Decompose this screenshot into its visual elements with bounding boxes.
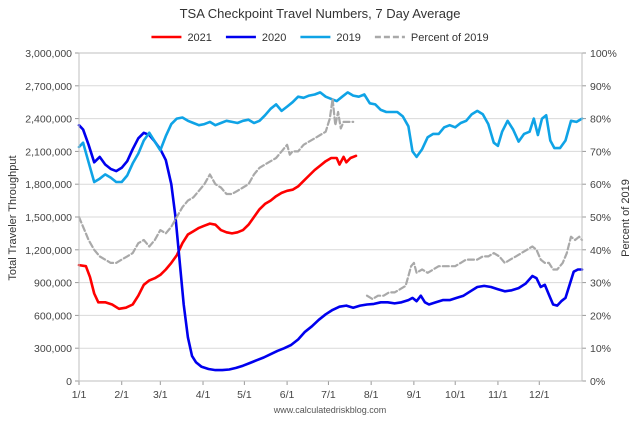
gridlines [79, 52, 582, 382]
chart-title: TSA Checkpoint Travel Numbers, 7 Day Ave… [180, 6, 461, 21]
legend: 2021 2020 2019 Percent of 2019 [151, 32, 489, 44]
y-tick-label: 2,700,000 [25, 81, 72, 93]
y-tick-label: 900,000 [34, 278, 72, 290]
y2-tick-label: 50% [590, 212, 611, 224]
x-axis: 1/1 2/1 3/1 4/1 5/1 6/1 7/1 8/1 9/1 10/1 11/1 12/1 [72, 381, 550, 401]
y-tick-label: 3,000,000 [25, 48, 72, 60]
y2-tick-label: 10% [590, 343, 611, 355]
series-line-percent-of-2019-part-2 [365, 235, 584, 301]
y2-tick-label: 40% [590, 245, 611, 257]
y-tick-label: 0 [66, 376, 72, 388]
y2-tick-label: 60% [590, 179, 611, 191]
x-tick-label: 9/1 [407, 389, 422, 401]
legend-label-2020: 2020 [262, 32, 286, 44]
y-axis-right: 0% 10% 20% 30% 40% 50% 60% 70% 80% 90% 100% [582, 48, 617, 388]
x-tick-label: 6/1 [280, 389, 295, 401]
x-tick-label: 8/1 [364, 389, 379, 401]
plot-frame [78, 52, 583, 382]
series-line-2021 [77, 154, 358, 311]
x-tick-label: 4/1 [196, 389, 211, 401]
y2-tick-label: 30% [590, 278, 611, 290]
y-tick-label: 2,400,000 [25, 114, 72, 126]
series-line-percent-of-2019 [77, 97, 355, 264]
y2-tick-label: 100% [590, 48, 617, 60]
source-note: www.calculatedriskblog.com [273, 405, 387, 415]
x-tick-label: 7/1 [321, 389, 336, 401]
y-tick-label: 1,800,000 [25, 179, 72, 191]
legend-label-2019: 2019 [336, 32, 360, 44]
y2-tick-label: 70% [590, 146, 611, 158]
y-tick-label: 1,500,000 [25, 212, 72, 224]
y2-axis-label: Percent of 2019 [620, 179, 632, 257]
y-axis-left: 0 300,000 600,000 900,000 1,200,000 1,500,000… [25, 48, 79, 388]
y2-tick-label: 80% [590, 114, 611, 126]
series-line-2020 [77, 123, 584, 372]
y2-tick-label: 90% [590, 81, 611, 93]
y2-tick-label: 20% [590, 310, 611, 322]
y-tick-label: 2,100,000 [25, 146, 72, 158]
y-axis-label: Total Traveler Throughput [7, 155, 19, 280]
series-lines [77, 91, 584, 372]
x-tick-label: 11/1 [488, 389, 508, 401]
y-tick-label: 300,000 [34, 343, 72, 355]
x-tick-label: 1/1 [72, 389, 87, 401]
y-tick-label: 600,000 [34, 310, 72, 322]
y2-tick-label: 0% [590, 376, 605, 388]
y-tick-label: 1,200,000 [25, 245, 72, 257]
x-tick-label: 12/1 [529, 389, 550, 401]
x-tick-label: 5/1 [237, 389, 252, 401]
legend-label-2021: 2021 [187, 32, 211, 44]
legend-label-percent-of-2019: Percent of 2019 [411, 32, 489, 44]
series-line-2019 [77, 91, 584, 184]
x-tick-label: 2/1 [114, 389, 129, 401]
x-tick-label: 10/1 [445, 389, 466, 401]
x-tick-label: 3/1 [153, 389, 168, 401]
